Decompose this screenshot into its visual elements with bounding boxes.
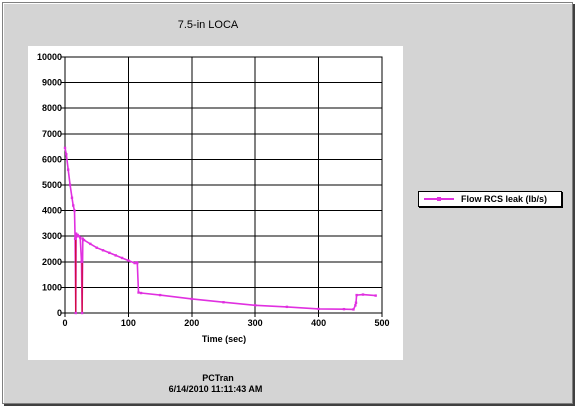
plot-border — [64, 56, 383, 314]
x-tick-label: 100 — [121, 318, 136, 328]
data-point — [120, 256, 124, 260]
data-point — [354, 304, 357, 307]
y-tick-label: 6000 — [42, 154, 62, 164]
data-point — [158, 293, 162, 297]
data-point — [74, 232, 78, 235]
data-point — [222, 301, 225, 304]
series-line-0 — [64, 147, 376, 314]
y-tick-labels: 0 1000 2000 3000 4000 5000 6000 7000 8000 9000 100… — [37, 52, 62, 318]
chart-title: 7.5-in LOCA — [177, 19, 239, 31]
y-tick-label: 7000 — [42, 129, 62, 139]
x-tick-label: 500 — [374, 318, 389, 328]
data-point — [79, 236, 82, 239]
data-point — [68, 183, 72, 187]
y-tick-label: 1000 — [42, 282, 62, 292]
legend: Flow RCS leak (lb/s) — [418, 191, 562, 207]
data-point — [342, 307, 346, 311]
x-tick-label: 300 — [248, 318, 263, 328]
data-point — [108, 251, 111, 255]
y-tick-label: 0 — [57, 308, 62, 318]
chart-canvas: 0100020003000400050006000700080009000100… — [37, 52, 390, 344]
y-tick-label: 2000 — [42, 257, 62, 267]
data-point — [80, 311, 84, 315]
data-point — [254, 304, 257, 307]
data-point — [355, 293, 358, 297]
data-point — [66, 168, 70, 171]
data-point — [137, 291, 140, 294]
data-point — [89, 242, 92, 246]
y-tick-label: 4000 — [42, 206, 62, 216]
x-tick-label: 400 — [311, 318, 326, 328]
data-point — [76, 233, 79, 237]
data-point — [65, 153, 68, 156]
data-point — [374, 294, 377, 297]
data-point — [285, 305, 289, 309]
data-point — [75, 233, 78, 237]
data-point — [82, 238, 86, 242]
data-point — [136, 261, 139, 265]
data-point — [317, 307, 320, 311]
data-point — [70, 196, 74, 199]
y-tick-label: 3000 — [42, 231, 62, 241]
x-axis-label: Time (sec) — [202, 334, 246, 344]
legend-label: Flow RCS leak (lb/s) — [461, 194, 548, 204]
data-point — [80, 260, 83, 263]
data-point — [63, 146, 67, 150]
data-point — [73, 237, 77, 240]
data-point — [127, 259, 130, 262]
data-point — [73, 209, 76, 212]
data-point — [190, 297, 193, 301]
data-point — [114, 254, 117, 257]
y-tick-label: 9000 — [42, 78, 62, 88]
y-tick-label: 10000 — [37, 52, 62, 62]
data-point — [361, 293, 365, 296]
data-point — [77, 235, 81, 238]
data-point — [101, 249, 105, 252]
x-tick-label: 200 — [184, 318, 199, 328]
legend-swatch-marker — [437, 197, 441, 201]
series-layer — [63, 146, 377, 315]
chart-panel: 7.5-in LOCA 0 1000 2000 3000 4000 5000 6000 700… — [2, 2, 573, 404]
x-tick-labels: 0 100 200 300 400 500 — [62, 318, 389, 328]
data-point — [75, 235, 79, 238]
x-tick-label: 0 — [62, 318, 67, 328]
grid-layer — [61, 56, 383, 317]
data-point — [74, 311, 77, 315]
data-point — [72, 204, 75, 207]
y-tick-label: 5000 — [42, 180, 62, 190]
plot-background — [28, 46, 403, 360]
data-point — [81, 237, 84, 240]
data-point — [95, 246, 98, 249]
y-tick-label: 8000 — [42, 103, 62, 113]
data-point — [354, 301, 358, 304]
data-point — [352, 308, 355, 311]
footer-timestamp: 6/14/2010 11:11:43 AM — [168, 384, 263, 394]
data-point — [133, 261, 136, 265]
data-point — [139, 291, 143, 295]
footer-title: PCTran — [202, 373, 234, 383]
